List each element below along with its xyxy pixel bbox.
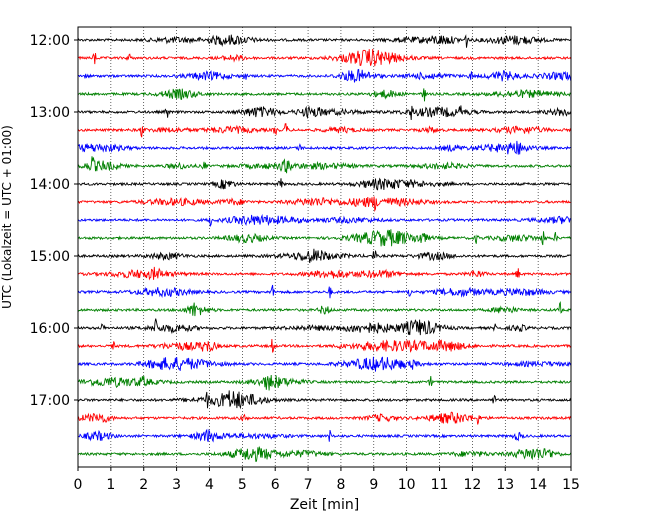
trace-1400 (77, 177, 572, 191)
y-tick-label: 17:00 (30, 393, 70, 409)
trace-1745 (77, 445, 572, 462)
x-tick-label: 11 (431, 477, 449, 493)
trace-1500 (77, 248, 572, 264)
y-axis-ticks: 12:00 13:00 14:00 15:00 16:00 17:00 (30, 33, 78, 409)
trace-1600 (77, 318, 572, 336)
trace-1245 (77, 88, 572, 102)
trace-1645 (77, 374, 571, 391)
x-tick-label: 2 (139, 477, 148, 493)
trace-1700 (77, 390, 572, 410)
x-tick-label: 13 (496, 477, 514, 493)
trace-1315 (77, 123, 572, 138)
x-tick-label: 7 (304, 477, 313, 493)
y-tick-label: 14:00 (30, 177, 70, 193)
trace-1430 (77, 213, 571, 228)
x-tick-label: 10 (398, 477, 416, 493)
y-axis-label: UTC (Lokalzeit = UTC + 01:00) (0, 125, 14, 309)
trace-1545 (77, 301, 572, 317)
x-axis-label: Zeit [min] (290, 497, 359, 513)
x-tick-label: 1 (106, 477, 115, 493)
x-tick-label: 4 (205, 477, 214, 493)
trace-1345 (77, 156, 572, 174)
trace-1515 (77, 266, 572, 281)
x-tick-label: 12 (463, 477, 481, 493)
trace-1615 (77, 338, 572, 353)
x-axis-ticks: 0 1 2 3 4 5 6 7 8 9 10 11 12 13 14 15 (74, 467, 580, 493)
grid-lines (110, 27, 539, 467)
trace-1630 (77, 356, 572, 372)
x-tick-label: 6 (271, 477, 280, 493)
x-tick-label: 9 (369, 477, 378, 493)
x-tick-label: 0 (74, 477, 83, 493)
trace-1715 (77, 411, 572, 425)
trace-1230 (77, 68, 572, 83)
y-tick-label: 16:00 (30, 321, 70, 337)
trace-1300 (77, 105, 572, 121)
trace-1730 (77, 428, 572, 443)
x-tick-label: 15 (562, 477, 580, 493)
y-tick-label: 12:00 (30, 33, 70, 49)
x-tick-label: 14 (529, 477, 547, 493)
trace-1415 (77, 196, 571, 213)
plot-frame (77, 26, 572, 468)
x-tick-label: 5 (238, 477, 247, 493)
trace-1530 (77, 284, 572, 299)
x-tick-label: 8 (336, 477, 345, 493)
trace-1330 (77, 140, 571, 155)
trace-1215 (77, 48, 572, 67)
trace-1200 (77, 34, 572, 48)
x-tick-label: 3 (172, 477, 181, 493)
seismic-traces (77, 34, 572, 462)
y-tick-label: 13:00 (30, 105, 70, 121)
trace-1445 (77, 229, 572, 247)
y-tick-label: 15:00 (30, 249, 70, 265)
